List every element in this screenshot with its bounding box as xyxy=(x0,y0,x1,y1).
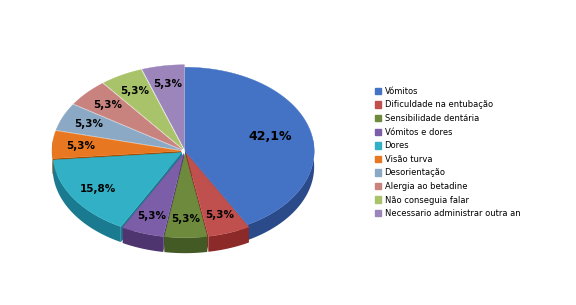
Legend: Vómitos, Dificuldade na entubação, Sensibilidade dentária, Vómitos e dores, Dore: Vómitos, Dificuldade na entubação, Sensi… xyxy=(374,87,520,218)
Text: 42,1%: 42,1% xyxy=(248,131,292,143)
Polygon shape xyxy=(209,227,249,252)
Polygon shape xyxy=(74,83,182,149)
Polygon shape xyxy=(165,236,207,253)
Polygon shape xyxy=(163,154,184,252)
Polygon shape xyxy=(186,154,209,252)
Text: 5,3%: 5,3% xyxy=(171,214,200,224)
Polygon shape xyxy=(248,140,314,240)
Text: 5,3%: 5,3% xyxy=(93,100,122,110)
Polygon shape xyxy=(185,154,207,252)
Text: 5,3%: 5,3% xyxy=(153,79,182,89)
Polygon shape xyxy=(121,152,182,242)
Polygon shape xyxy=(53,152,182,176)
Polygon shape xyxy=(185,67,314,225)
Polygon shape xyxy=(123,154,184,243)
Polygon shape xyxy=(52,138,54,174)
Polygon shape xyxy=(123,228,163,252)
Text: 5,3%: 5,3% xyxy=(205,210,234,220)
Polygon shape xyxy=(53,160,121,242)
Polygon shape xyxy=(52,131,181,159)
Polygon shape xyxy=(165,154,185,252)
Polygon shape xyxy=(165,154,207,238)
Text: 15,8%: 15,8% xyxy=(79,184,116,194)
Polygon shape xyxy=(56,105,181,150)
Polygon shape xyxy=(185,151,248,240)
Text: 5,3%: 5,3% xyxy=(137,211,166,221)
Polygon shape xyxy=(186,154,249,236)
Text: 5,3%: 5,3% xyxy=(74,119,104,129)
Text: 5,3%: 5,3% xyxy=(66,141,95,151)
Polygon shape xyxy=(53,152,182,227)
Text: 5,3%: 5,3% xyxy=(120,87,150,96)
Polygon shape xyxy=(52,151,181,174)
Polygon shape xyxy=(104,70,183,149)
Polygon shape xyxy=(142,65,184,149)
Polygon shape xyxy=(186,154,249,242)
Polygon shape xyxy=(123,154,184,236)
